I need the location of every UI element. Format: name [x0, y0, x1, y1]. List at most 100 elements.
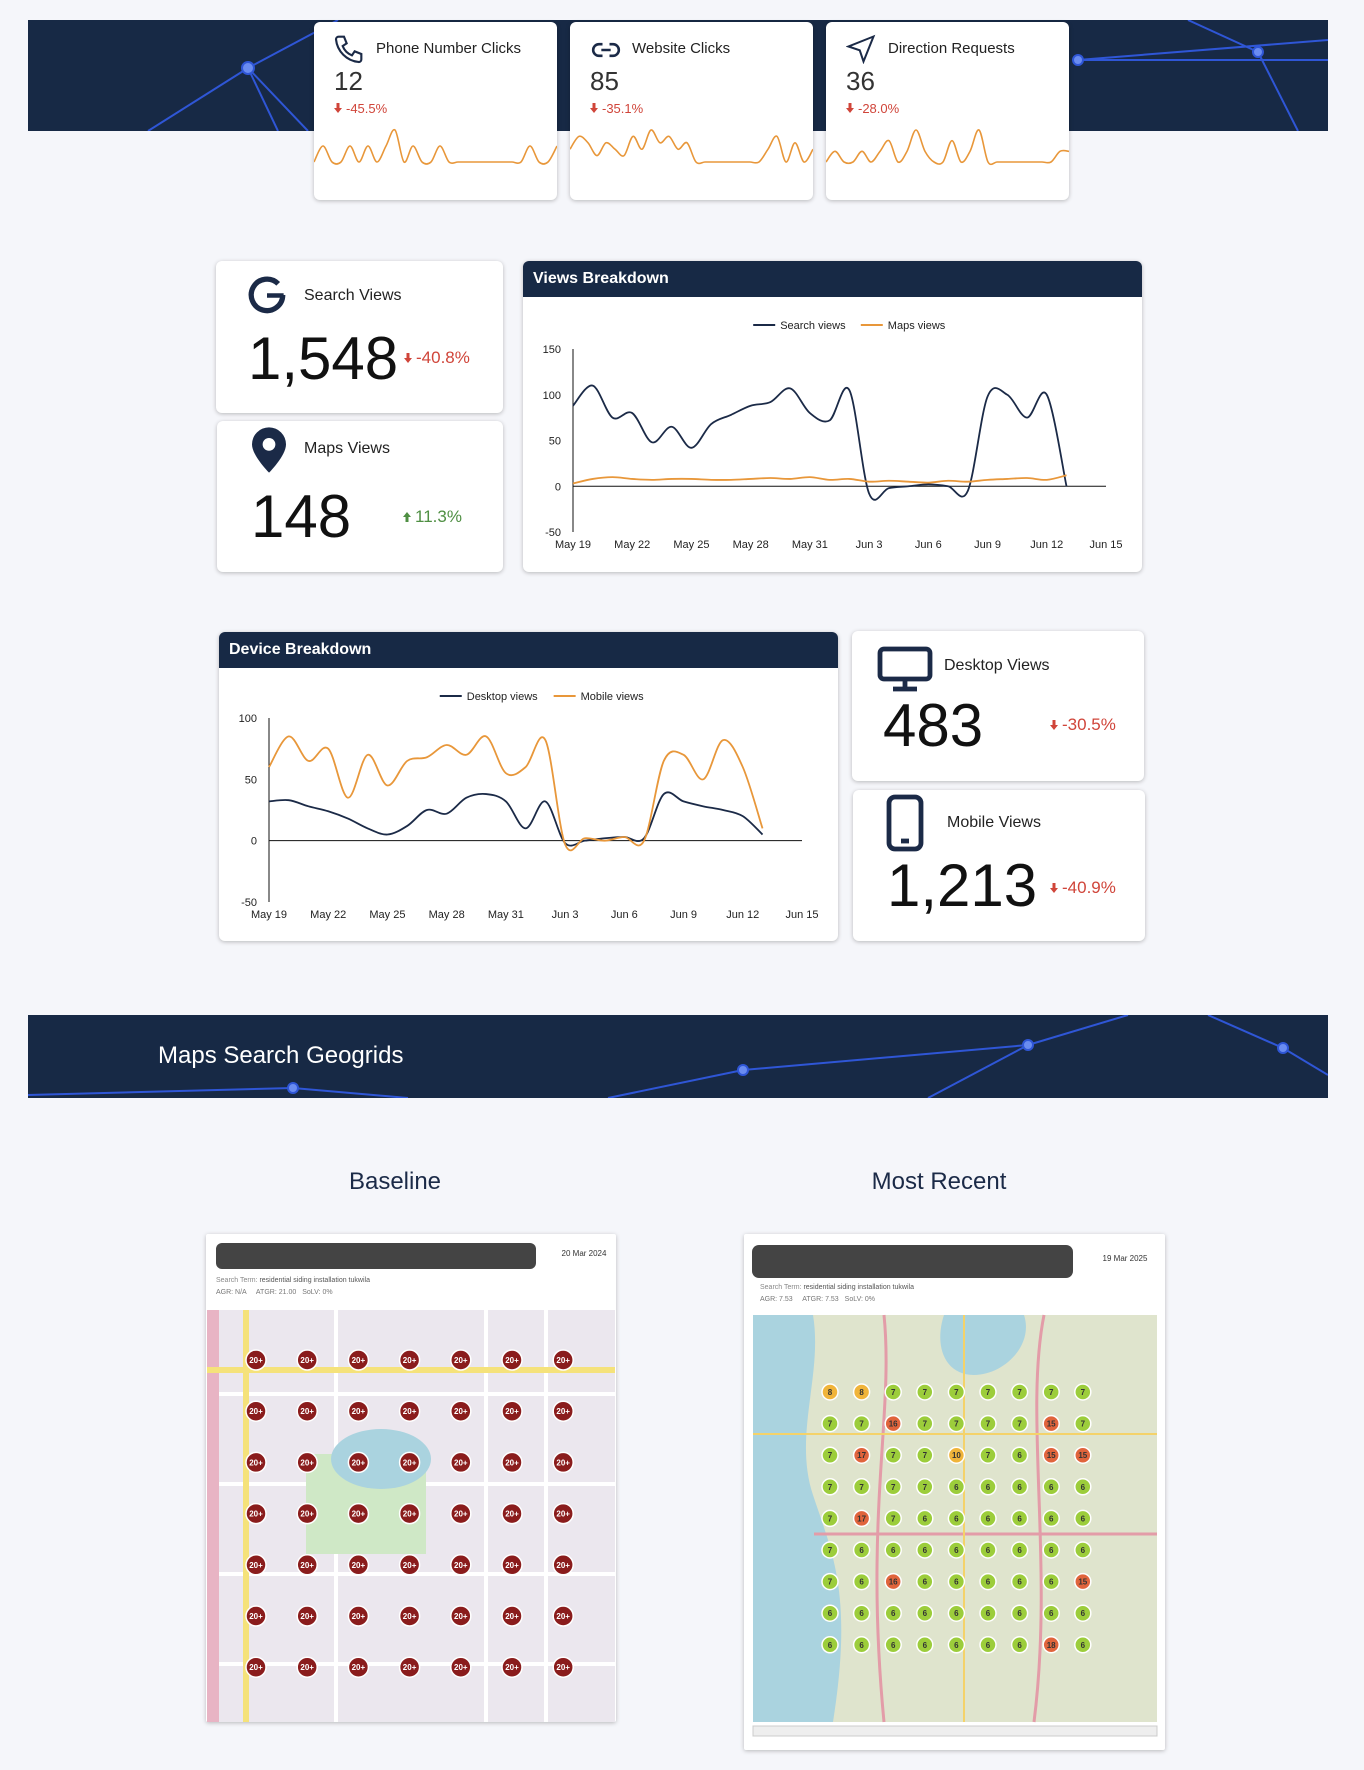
grid-marker — [884, 1636, 902, 1654]
grid-marker-label: 20+ — [249, 1407, 263, 1416]
grid-marker — [552, 1554, 574, 1576]
kpi-change: -35.1% — [590, 101, 643, 116]
grid-marker — [821, 1446, 839, 1464]
google-icon — [248, 276, 286, 314]
grid-marker-label: 6 — [923, 1578, 928, 1587]
map-highways — [814, 1314, 1157, 1723]
chart-title: Views Breakdown — [523, 261, 1142, 297]
stat-value: 1,213 — [887, 852, 1038, 919]
trend-arrow — [590, 103, 598, 113]
grid-marker — [1042, 1509, 1060, 1528]
grid-marker — [979, 1604, 997, 1622]
grid-marker-label: 20+ — [556, 1407, 570, 1416]
grid-marker-label: 6 — [859, 1578, 864, 1587]
stat-label: Search Views — [304, 287, 402, 304]
grid-marker-label: 6 — [1049, 1546, 1054, 1555]
grid-marker — [296, 1554, 318, 1576]
grid-marker — [979, 1414, 997, 1433]
sparkline-line — [314, 128, 557, 165]
grid-marker — [821, 1541, 839, 1559]
grid-marker — [1010, 1541, 1029, 1559]
grid-marker — [347, 1451, 370, 1474]
grid-marker — [947, 1541, 966, 1559]
grid-marker — [450, 1349, 472, 1371]
geogrid: 20 Mar 2024 Search Term: residential sid… — [207, 1243, 615, 1722]
grid-marker — [852, 1604, 871, 1622]
grid-marker — [245, 1554, 267, 1576]
grid-marker-label: 15 — [1078, 1578, 1087, 1587]
grid-marker-label: 7 — [828, 1483, 833, 1492]
x-tick-label: May 19 — [555, 539, 591, 551]
stat-change: 11.3% — [403, 507, 462, 527]
grid-marker — [552, 1349, 574, 1371]
grid-marker-label: 6 — [1017, 1641, 1022, 1650]
kpi-change-text: -45.5% — [346, 101, 388, 116]
grid-marker — [501, 1400, 523, 1422]
grid-marker — [347, 1656, 370, 1678]
grid-marker-label: 18 — [1047, 1641, 1056, 1650]
grid-marker — [821, 1509, 839, 1528]
grid-marker — [450, 1451, 472, 1474]
grid-marker — [852, 1446, 871, 1464]
grid-marker — [979, 1541, 997, 1559]
grid-marker — [852, 1478, 871, 1496]
grid-marker — [1010, 1478, 1029, 1496]
x-tick-label: Jun 15 — [1089, 539, 1122, 551]
grid-marker-label: 7 — [859, 1483, 864, 1492]
legend-label: Search views — [780, 320, 846, 332]
grid-marker-label: 7 — [891, 1388, 896, 1397]
stat-label: Maps Views — [304, 440, 390, 457]
grid-marker-label: 7 — [828, 1578, 833, 1587]
network-decor — [147, 20, 1328, 131]
sparkline-line — [826, 129, 1069, 166]
grid-marker-label: 7 — [828, 1451, 833, 1460]
grid-marker-label: 7 — [986, 1420, 991, 1429]
grid-marker-label: 20+ — [300, 1458, 314, 1467]
trend-arrow — [334, 103, 342, 113]
legend-label: Maps views — [888, 320, 946, 332]
grid-marker — [884, 1478, 902, 1496]
y-tick-label: 0 — [251, 836, 257, 848]
grid-marker-label: 6 — [1081, 1609, 1086, 1618]
grid-marker-label: 20+ — [556, 1663, 570, 1672]
grid-marker — [296, 1400, 318, 1422]
map-water — [331, 1429, 431, 1489]
grid-marker — [884, 1414, 902, 1433]
grid-marker-label: 6 — [1049, 1483, 1054, 1492]
stat-card: Mobile Views 1,213 -40.9% — [853, 790, 1145, 941]
grid-marker-label: 20+ — [454, 1561, 468, 1570]
grid-marker — [1074, 1383, 1092, 1401]
grid-marker — [884, 1541, 902, 1559]
grid-marker-label: 20+ — [556, 1356, 570, 1365]
grid-marker-label: 6 — [923, 1514, 928, 1523]
x-tick-label: May 19 — [251, 909, 287, 921]
grid-marker-label: 7 — [1017, 1420, 1022, 1429]
grid-marker — [1074, 1572, 1092, 1591]
grid-marker-label: 16 — [889, 1578, 898, 1587]
grid-marker — [347, 1605, 370, 1627]
kpi-card: Direction Requests 36 -28.0% — [826, 22, 1069, 200]
grid-marker-label: 7 — [1017, 1388, 1022, 1397]
grid-marker — [852, 1541, 871, 1559]
grid-marker — [852, 1383, 871, 1401]
grid-marker — [398, 1502, 421, 1525]
grid-marker-label: 6 — [954, 1546, 959, 1555]
grid-marker — [552, 1656, 574, 1678]
stat-value: 1,548 — [248, 325, 399, 392]
grid-marker-label: 7 — [891, 1451, 896, 1460]
grid-marker-label: 7 — [954, 1388, 959, 1397]
line-chart: -50 0 50 100 May 19 May 22 May 25 May 28 May 31 J… — [239, 691, 819, 921]
series-line — [572, 384, 1068, 501]
grid-marker-label: 6 — [891, 1641, 896, 1650]
grid-marker — [916, 1478, 934, 1496]
geogrid-date: 19 Mar 2025 — [1103, 1254, 1148, 1263]
grid-marker-label: 20+ — [300, 1407, 314, 1416]
grid-marker-label: 20+ — [403, 1663, 417, 1672]
grid-marker-label: 20+ — [352, 1510, 366, 1519]
grid-marker — [821, 1604, 839, 1622]
kpi-change-text: -28.0% — [858, 101, 900, 116]
grid-marker — [398, 1656, 421, 1678]
grid-marker-label: 6 — [1017, 1609, 1022, 1618]
sparkline — [570, 129, 813, 165]
grid-marker — [347, 1400, 370, 1422]
